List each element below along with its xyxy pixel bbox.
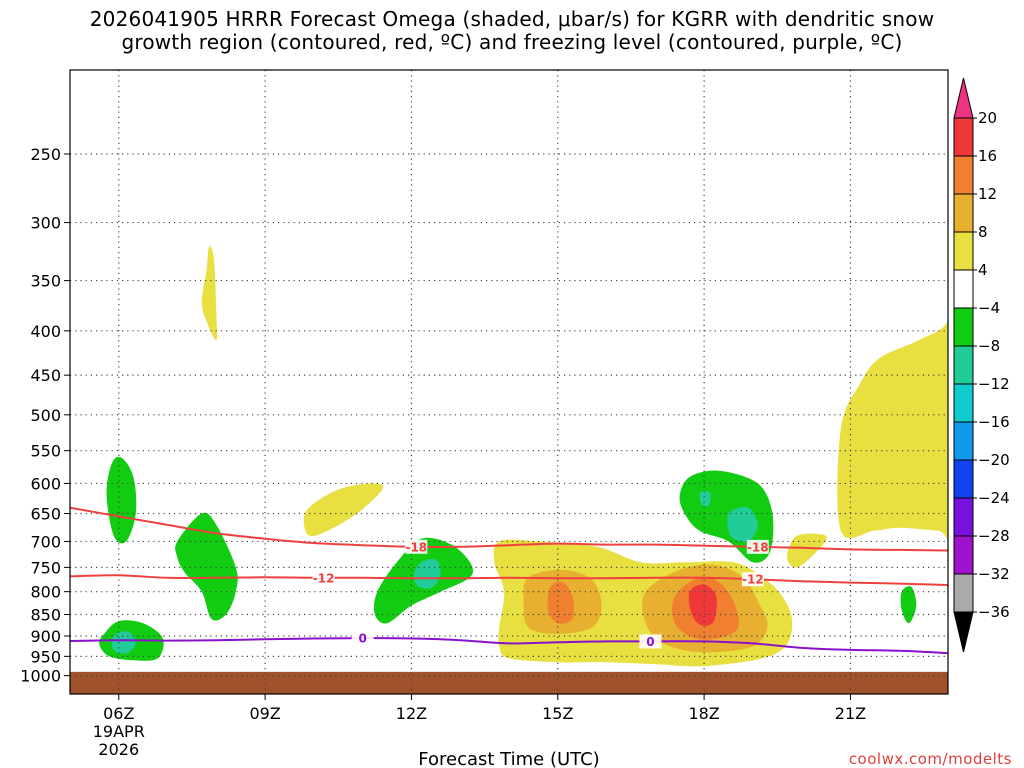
- contour-label: -12: [313, 571, 335, 585]
- contour-label: -18: [405, 540, 427, 554]
- colorbar-bin-5: [953, 307, 974, 347]
- y-tick-label-900: 900: [30, 627, 61, 646]
- omega-region-3: [787, 533, 827, 568]
- contour-line-0: [70, 506, 948, 552]
- x-tick-label-18Z: 18Z: [688, 704, 719, 723]
- chart-title-line-2: growth region (contoured, red, ºC) and f…: [121, 30, 903, 54]
- y-tick-label-800: 800: [30, 583, 61, 602]
- omega-region-18: [111, 631, 136, 654]
- colorbar-bin-3: [953, 231, 974, 271]
- colorbar-bin-0: [953, 117, 974, 157]
- omega-region-1: [303, 483, 384, 537]
- omega-region-11: [106, 456, 137, 544]
- y-tick-label-400: 400: [30, 322, 61, 341]
- omega-shading: [99, 246, 948, 667]
- omega-region-12: [175, 512, 238, 621]
- colorbar-label--32: −32: [978, 565, 1010, 583]
- x-tick-label-06Z: 06Z: [103, 704, 134, 723]
- colorbar-label--36: −36: [978, 603, 1010, 621]
- contour-label: -12: [742, 573, 764, 587]
- omega-region-4: [837, 321, 948, 540]
- colorbar-top-arrow: [953, 77, 974, 119]
- colorbar-bin-12: [953, 573, 974, 613]
- contour-label-bg: [746, 539, 769, 554]
- contour-line-1: [70, 574, 948, 587]
- colorbar-label--8: −8: [978, 337, 1000, 355]
- colorbar-bin-6: [953, 345, 974, 385]
- chart-title: 2026041905 HRRR Forecast Omega (shaded, …: [0, 8, 1024, 54]
- colorbar-label--12: −12: [978, 375, 1010, 393]
- colorbar-bin-4: [953, 269, 974, 309]
- y-tick-label-300: 300: [30, 214, 61, 233]
- contour-line-2: [70, 637, 948, 655]
- colorbar-label--20: −20: [978, 451, 1010, 469]
- contour-lines: -18 -18 -12 -12 0 0: [70, 506, 948, 655]
- ground-fill: [70, 671, 948, 694]
- omega-region-10: [688, 584, 717, 626]
- omega-region-19: [727, 507, 758, 543]
- colorbar-bottom-arrow: [953, 611, 974, 653]
- ground-layer: [70, 671, 948, 694]
- omega-region-16: [900, 586, 917, 624]
- x-year-label: 2026: [98, 740, 139, 759]
- colorbar-label-16: 16: [978, 147, 997, 165]
- colorbar-bin-8: [953, 421, 974, 461]
- colorbar-label--28: −28: [978, 527, 1010, 545]
- contour-label-bg: [639, 634, 662, 649]
- contour-label: 0: [646, 635, 654, 649]
- colorbar-label--16: −16: [978, 413, 1010, 431]
- credit-text: coolwx.com/modelts: [849, 750, 1012, 768]
- chart-title-line-1: 2026041905 HRRR Forecast Omega (shaded, …: [89, 7, 935, 31]
- colorbar-label-4: 4: [978, 261, 988, 279]
- colorbar-bin-10: [953, 497, 974, 537]
- colorbar-label--24: −24: [978, 489, 1010, 507]
- omega-region-0: [201, 246, 218, 341]
- grid: [70, 70, 948, 694]
- colorbar-bin-11: [953, 535, 974, 575]
- colorbar-label-8: 8: [978, 223, 988, 241]
- contour-label: -18: [747, 540, 769, 554]
- x-axis-label: Forecast Time (UTC): [418, 749, 599, 768]
- y-axis: 250 300 350 400 450 500 550 600 650 700 750 800 850 9…: [20, 145, 70, 686]
- contour-label-bg: [351, 631, 374, 646]
- y-tick-label-650: 650: [30, 505, 61, 524]
- y-tick-label-350: 350: [30, 272, 61, 291]
- colorbar-bin-1: [953, 155, 974, 195]
- x-date-label: 19APR: [93, 722, 145, 741]
- colorbar-bin-7: [953, 383, 974, 423]
- y-tick-label-750: 750: [30, 558, 61, 577]
- y-tick-label-950: 950: [30, 647, 61, 666]
- y-tick-label-500: 500: [30, 406, 61, 425]
- colorbar-label-12: 12: [978, 185, 997, 203]
- x-tick-label-12Z: 12Z: [396, 704, 427, 723]
- colorbar-label-20: 20: [978, 109, 997, 127]
- y-tick-label-700: 700: [30, 532, 61, 551]
- colorbar-label--4: −4: [978, 299, 1000, 317]
- omega-region-17: [413, 559, 441, 589]
- contour-label: 0: [358, 632, 366, 646]
- contour-label-bg: [312, 570, 335, 585]
- x-tick-label-21Z: 21Z: [835, 704, 866, 723]
- colorbar-bin-2: [953, 193, 974, 233]
- y-tick-label-600: 600: [30, 474, 61, 493]
- contour-label-bg: [741, 572, 764, 587]
- y-tick-label-250: 250: [30, 145, 61, 164]
- y-tick-label-550: 550: [30, 442, 61, 461]
- y-tick-label-850: 850: [30, 605, 61, 624]
- x-tick-label-15Z: 15Z: [542, 704, 573, 723]
- y-tick-label-450: 450: [30, 366, 61, 385]
- x-tick-label-09Z: 09Z: [249, 704, 280, 723]
- colorbar: 20 16 12 8 4 −4 −8 −12 −16 −20 −24 −28 −32 −36: [953, 77, 1010, 653]
- contour-label-bg: [405, 539, 428, 554]
- y-tick-label-1000: 1000: [20, 667, 61, 686]
- omega-region-20: [699, 491, 711, 507]
- colorbar-bin-9: [953, 459, 974, 499]
- plot-frame: [69, 69, 949, 695]
